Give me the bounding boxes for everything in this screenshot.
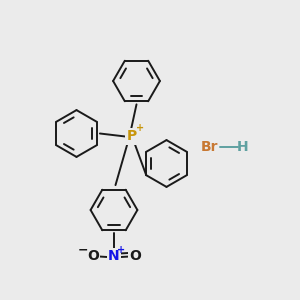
Text: O: O [87,250,99,263]
Text: N: N [108,250,120,263]
Text: P: P [126,130,136,143]
Text: H: H [237,140,249,154]
Text: O: O [129,250,141,263]
Text: −: − [78,243,89,256]
Text: +: + [116,245,125,255]
Text: Br: Br [201,140,219,154]
Text: +: + [136,123,145,134]
